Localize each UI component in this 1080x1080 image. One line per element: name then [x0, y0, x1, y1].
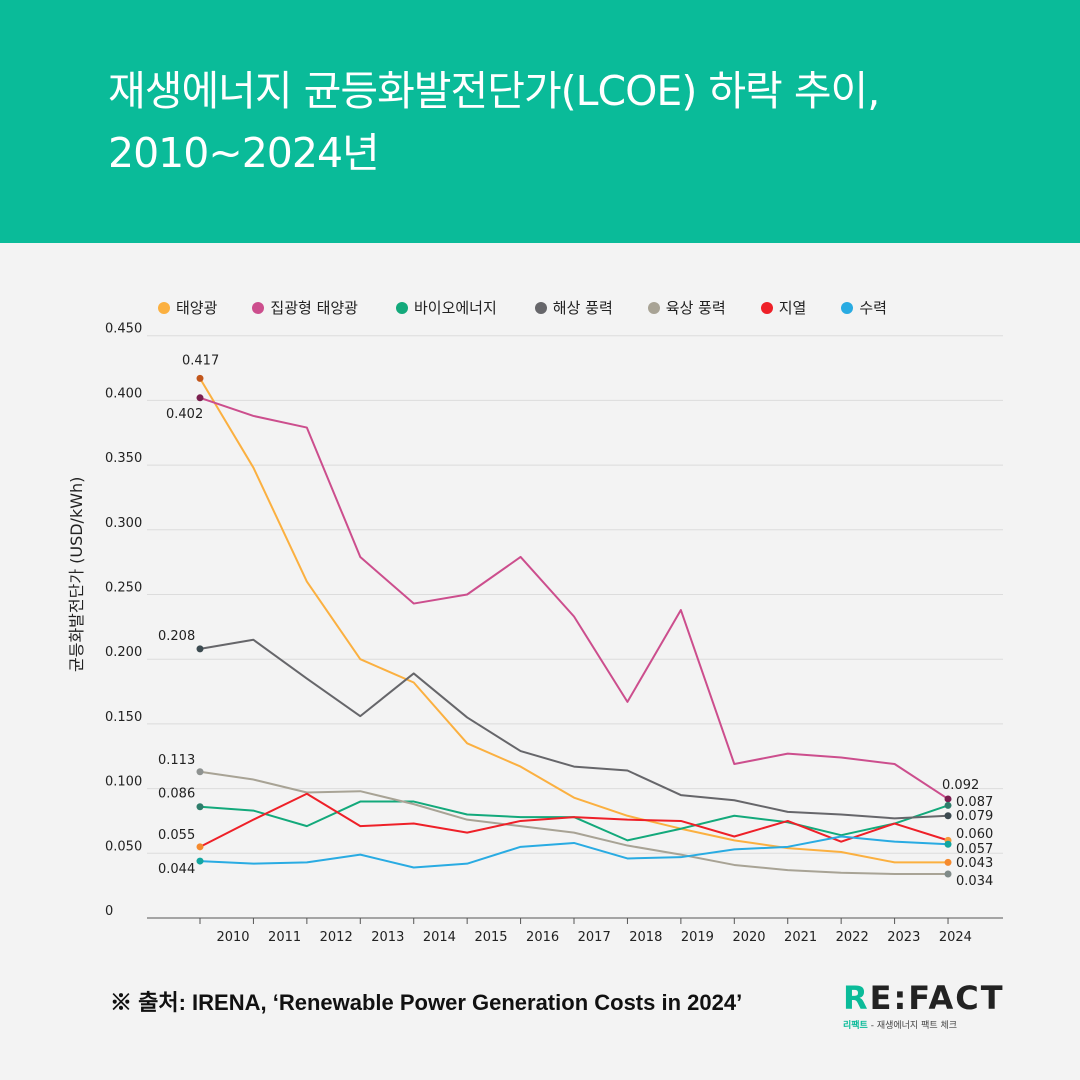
y-tick-label: 0.350 — [105, 451, 142, 466]
source-note: ※ 출처: IRENA, ‘Renewable Power Generation… — [110, 990, 743, 1015]
x-tick-label: 2018 — [629, 930, 662, 945]
legend-label: 육상 풍력 — [665, 299, 726, 317]
y-tick-label: 0.050 — [105, 839, 142, 854]
x-tick-label: 2017 — [578, 930, 611, 945]
legend-dot-icon — [158, 301, 170, 314]
logo-mark-r: R — [843, 979, 870, 1017]
series-line-3 — [199, 638, 949, 820]
logo-sub-text: - 재생에너지 팩트 체크 — [867, 1021, 958, 1031]
legend-item: 지열 — [760, 297, 807, 318]
x-tick-label: 2015 — [474, 930, 507, 945]
y-tick-label: 0.250 — [105, 581, 142, 596]
start-value-label: 0.055 — [158, 828, 195, 843]
refact-logo: RE:FACT 리팩트 - 재생에너지 팩트 체크 — [843, 980, 1023, 1031]
x-tick-label: 2021 — [784, 930, 817, 945]
y-tick-label: 0.200 — [105, 645, 142, 660]
start-value-label: 0.208 — [158, 629, 195, 644]
legend-item: 수력 — [841, 297, 887, 318]
series-line-1 — [199, 396, 949, 800]
end-value-label: 0.043 — [956, 856, 993, 871]
legend-dot-icon — [252, 301, 265, 314]
start-value-label: 0.044 — [158, 862, 195, 877]
x-tick-label: 2024 — [939, 930, 972, 945]
x-tick-label: 2019 — [681, 930, 714, 945]
y-tick-label: 0.300 — [105, 516, 142, 531]
end-value-label: 0.087 — [956, 795, 993, 810]
title-line-2: 2010~2024년 — [108, 129, 380, 177]
series-start-point — [196, 374, 204, 382]
series-start-point — [196, 394, 204, 402]
legend-dot-icon — [647, 301, 660, 314]
end-value-label: 0.060 — [956, 827, 993, 842]
legend-dot-icon — [534, 301, 547, 314]
title-line-1: 재생에너지 균등화발전단가(LCOE) 하락 추이, — [108, 67, 880, 115]
series-end-point — [944, 801, 952, 809]
legend-label: 지열 — [778, 299, 807, 317]
legend-item: 육상 풍력 — [647, 297, 726, 318]
series-line-5 — [199, 792, 949, 848]
series-start-point — [196, 803, 204, 811]
series-line-0 — [199, 377, 949, 864]
start-value-label: 0.402 — [166, 407, 203, 422]
legend-dot-icon — [395, 301, 408, 314]
legend-item: 해상 풍력 — [534, 297, 613, 318]
logo-sub-brand: 리팩트 — [843, 1021, 868, 1031]
series-start-point — [196, 645, 204, 653]
legend-item: 태양광 — [158, 297, 217, 318]
end-value-label: 0.092 — [942, 778, 979, 793]
end-value-label: 0.057 — [956, 842, 993, 857]
logo-mark-text: E:FACT — [869, 979, 1005, 1017]
series-start-point — [196, 768, 204, 776]
legend-dot-icon — [760, 301, 773, 314]
series-start-point — [196, 857, 204, 865]
y-tick-label: 0.400 — [105, 386, 142, 401]
legend-label: 해상 풍력 — [552, 299, 613, 317]
series-line-4 — [199, 770, 949, 876]
start-value-label: 0.113 — [158, 753, 195, 768]
legend-dot-icon — [841, 301, 854, 314]
end-value-label: 0.034 — [956, 874, 993, 889]
series-end-point — [944, 812, 952, 820]
start-value-label: 0.086 — [158, 787, 195, 802]
series-start-point — [196, 843, 204, 851]
series-line-6 — [199, 835, 949, 869]
y-tick-label: 0.150 — [105, 710, 142, 725]
x-tick-label: 2014 — [423, 930, 456, 945]
series-line-2 — [199, 800, 949, 842]
end-value-label: 0.079 — [956, 809, 993, 824]
series-end-point — [944, 870, 952, 878]
legend-item: 집광형 태양광 — [252, 297, 358, 318]
y-tick-label: 0 — [105, 904, 113, 919]
chart-legend: 태양광 집광형 태양광 바이오에너지 해상 풍력 육상 풍력 지열 수력 — [158, 297, 887, 318]
legend-item: 바이오에너지 — [395, 297, 497, 318]
legend-label: 바이오에너지 — [413, 299, 497, 317]
x-tick-label: 2020 — [732, 930, 765, 945]
legend-label: 집광형 태양광 — [270, 299, 358, 317]
start-value-label: 0.417 — [182, 353, 219, 368]
series-end-point — [944, 840, 952, 848]
header-banner: 재생에너지 균등화발전단가(LCOE) 하락 추이, 2010~2024년 — [0, 0, 1080, 243]
series-end-point — [944, 795, 952, 803]
x-tick-label: 2013 — [371, 930, 404, 945]
x-tick-label: 2010 — [216, 930, 249, 945]
x-tick-label: 2022 — [836, 930, 869, 945]
x-tick-label: 2012 — [320, 930, 353, 945]
page-title: 재생에너지 균등화발전단가(LCOE) 하락 추이, 2010~2024년 — [108, 60, 1028, 184]
y-tick-label: 0.100 — [105, 775, 142, 790]
x-tick-label: 2016 — [526, 930, 559, 945]
legend-label: 태양광 — [176, 299, 218, 317]
legend-label: 수력 — [859, 299, 887, 317]
x-tick-label: 2023 — [887, 930, 920, 945]
x-tick-label: 2011 — [268, 930, 301, 945]
series-end-point — [944, 858, 952, 866]
y-tick-label: 0.450 — [105, 322, 142, 337]
